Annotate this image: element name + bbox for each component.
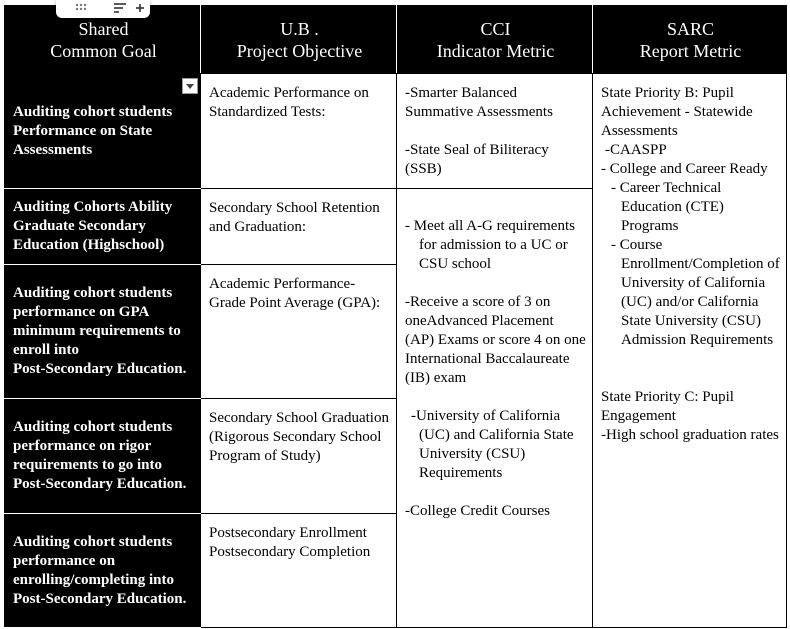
cci-text: -State Seal of Biliteracy (SSB): [405, 142, 549, 177]
header-line: Report Metric: [639, 40, 742, 61]
header-line: Shared: [78, 18, 129, 39]
goal-cell: Auditing cohort students performance on …: [4, 264, 201, 399]
cci-cell: - Meet all A-G requirements for admissio…: [396, 188, 593, 628]
objective-text: Secondary School Retention and Graduatio…: [209, 200, 380, 235]
cell-dropdown[interactable]: [182, 78, 198, 94]
objective-text: Postsecondary Enrollment Postsecondary C…: [209, 525, 371, 560]
header-line: U.B .: [280, 18, 319, 39]
goal-cell: Auditing cohort students performance on …: [4, 513, 201, 628]
sarc-text: - Course Enrollment/Completion of Univer…: [611, 237, 780, 348]
goal-cell: Auditing Cohorts Ability Graduate Second…: [4, 188, 201, 265]
goal-text: Post-Secondary Education.: [13, 361, 187, 377]
header-line: SARC: [666, 18, 715, 39]
objective-cell: Academic Performance on Standardized Tes…: [200, 73, 397, 189]
dropdown-icon: [186, 84, 194, 89]
sarc-text: -High school graduation rates: [601, 427, 779, 443]
row: Auditing cohort students performance on …: [4, 398, 787, 514]
objective-cell: Postsecondary Enrollment Postsecondary C…: [200, 513, 397, 628]
goal-text: Post-Secondary Education.: [13, 590, 187, 607]
toolbar-icons: [75, 3, 144, 13]
row: Auditing cohort students performance on …: [4, 513, 787, 628]
cci-text: -University of California (UC) and Calif…: [411, 408, 574, 481]
goal-text: Auditing Cohorts Ability Graduate Second…: [13, 199, 173, 253]
table-wrap: Shared Common Goal U.B . Project Objective…: [4, 5, 787, 628]
goal-text: Auditing cohort students Performance on …: [13, 103, 173, 158]
header-line: Indicator Metric: [436, 40, 555, 61]
row: Auditing cohort students performance on …: [4, 264, 787, 399]
header-cell: CCI Indicator Metric: [396, 5, 593, 74]
sarc-text: -CAASPP: [605, 142, 667, 158]
table-toolbar[interactable]: [56, 0, 150, 18]
row: Auditing Cohorts Ability Graduate Second…: [4, 188, 787, 628]
objective-cell: Academic Performance-Grade Point Average…: [200, 264, 397, 399]
goal-table: Shared Common Goal U.B . Project Objective…: [4, 5, 787, 628]
row: Auditing cohort students Performance on …: [4, 73, 787, 628]
header-row: Shared Common Goal U.B . Project Objective…: [4, 5, 787, 74]
sarc-cell: State Priority B: Pupil Achievement - St…: [592, 73, 787, 628]
header-line: Project Objective: [236, 40, 363, 61]
objective-text: Academic Performance-Grade Point Average…: [209, 276, 381, 311]
header-cell: SARC Report Metric: [592, 5, 787, 74]
objective-text: Academic Performance on Standardized Tes…: [209, 85, 369, 120]
cci-cell: -Smarter Balanced Summative Assessments …: [396, 73, 593, 189]
goal-cell: Auditing cohort students performance on …: [4, 398, 201, 514]
objective-text: Secondary School Graduation (Rigorous Se…: [209, 410, 389, 464]
cci-text: - Meet all A-G requirements for admissio…: [405, 218, 575, 272]
sarc-text: - College and Career Ready: [601, 161, 768, 177]
header-line: Common Goal: [50, 40, 157, 61]
objective-cell: Secondary School Graduation (Rigorous Se…: [200, 398, 397, 514]
cci-text: -College Credit Courses: [405, 503, 550, 519]
header-line: CCI: [480, 18, 511, 39]
goal-text: Auditing cohort students performance on …: [13, 419, 173, 473]
sarc-text: State Priority C: Pupil Engagement: [601, 389, 734, 424]
goal-text: Post-Secondary Education.: [13, 476, 187, 492]
objective-cell: Secondary School Retention and Graduatio…: [200, 188, 397, 265]
goal-cell: Auditing cohort students Performance on …: [4, 73, 201, 189]
goal-text: Auditing cohort students performance on …: [13, 533, 174, 588]
goal-text: Auditing cohort students performance on …: [13, 285, 181, 358]
cci-text: -Smarter Balanced Summative Assessments: [405, 85, 553, 120]
header-cell: U.B . Project Objective: [200, 5, 397, 74]
sarc-text: - Career Technical Education (CTE) Progr…: [611, 180, 724, 234]
cci-text: -Receive a score of 3 on oneAdvanced Pla…: [405, 294, 586, 386]
sarc-text: State Priority B: Pupil Achievement - St…: [601, 85, 753, 139]
